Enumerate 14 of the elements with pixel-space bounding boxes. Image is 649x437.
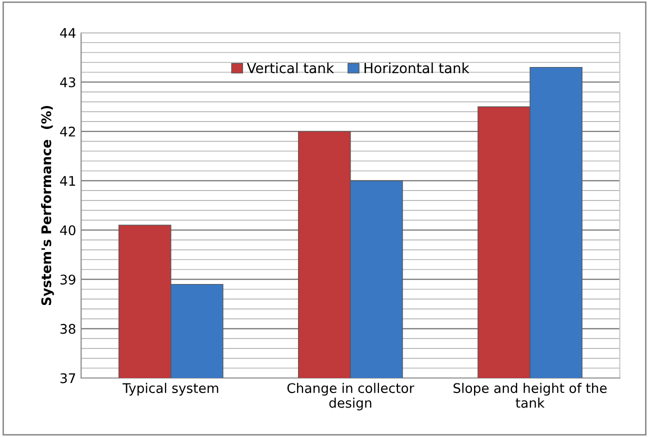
y-tick-label: 40	[60, 225, 76, 236]
y-tick-label: 38	[60, 324, 76, 334]
legend-label: Horizontal tank	[364, 62, 470, 74]
y-axis-title: System's Performance (%)	[41, 106, 54, 306]
y-tick-label: 44	[60, 28, 76, 38]
y-tick-label: 39	[60, 274, 76, 285]
legend-label: Vertical tank	[246, 62, 334, 74]
x-tick-label: Typical system	[122, 382, 218, 396]
y-tick-label: 42	[60, 126, 75, 136]
y-tick-label: 37	[60, 373, 76, 384]
y-tick-label: 41	[60, 176, 76, 186]
x-tick-label: Slope and height of the tank	[454, 382, 607, 408]
y-tick-label: 43	[60, 77, 76, 88]
x-tick-label: Change in collector design	[287, 382, 414, 410]
